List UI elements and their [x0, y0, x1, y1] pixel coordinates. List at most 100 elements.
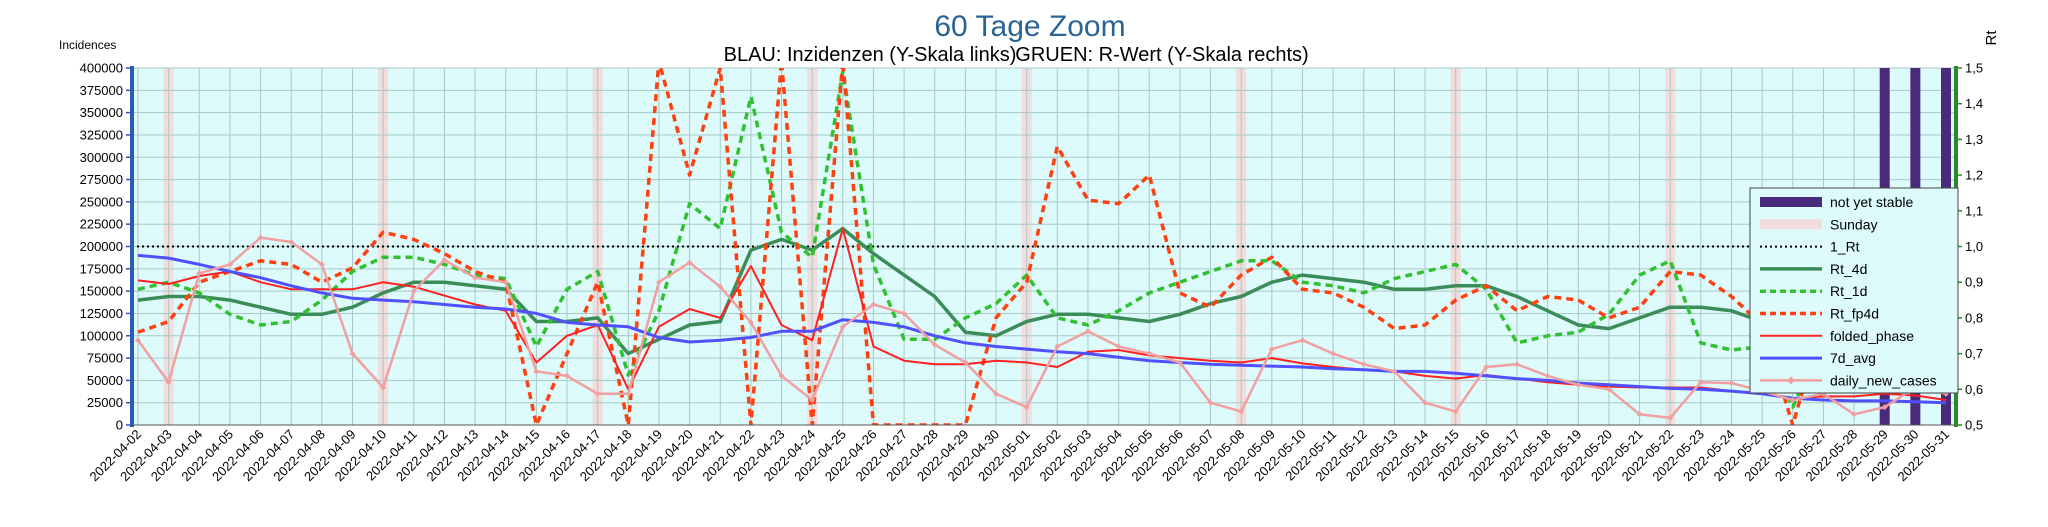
data-point-daily-new-cases: [1544, 372, 1551, 379]
y-tick-left-label: 125000: [80, 306, 123, 321]
data-point-daily-new-cases: [594, 390, 601, 397]
y-tick-left-label: 225000: [80, 217, 123, 232]
y-tick-left-label: 250000: [80, 194, 123, 209]
data-point-daily-new-cases: [318, 261, 325, 268]
legend-label: Rt_4d: [1830, 261, 1867, 277]
data-point-daily-new-cases: [1422, 399, 1429, 406]
legend-label: Rt_1d: [1830, 283, 1867, 299]
data-point-daily-new-cases: [135, 337, 141, 344]
y-tick-left-label: 275000: [80, 172, 123, 187]
y-tick-right-label: 1,5: [1965, 61, 1983, 76]
series-line-Rt-1d: [137, 69, 1948, 409]
chart-title: 60 Tage Zoom: [934, 10, 1125, 43]
data-point-daily-new-cases: [472, 274, 479, 281]
data-point-daily-new-cases: [1728, 380, 1735, 387]
data-point-daily-new-cases: [1146, 350, 1153, 357]
data-point-daily-new-cases: [686, 259, 693, 266]
plot-area: 0 25000 50000 75000 100000 125000 150000 175000…: [80, 61, 1983, 485]
data-point-daily-new-cases: [1330, 350, 1337, 357]
y-tick-right-label: 1,1: [1965, 203, 1983, 218]
data-point-daily-new-cases: [257, 234, 264, 241]
data-point-daily-new-cases: [655, 279, 662, 286]
y-tick-right-label: 0,7: [1965, 346, 1983, 361]
data-point-daily-new-cases: [1575, 381, 1582, 388]
data-point-daily-new-cases: [1238, 408, 1245, 415]
y-tick-right-label: 1,0: [1965, 239, 1983, 254]
y-tick-left-label: 175000: [80, 261, 123, 276]
data-point-daily-new-cases: [993, 390, 1000, 397]
data-point-daily-new-cases: [165, 379, 172, 386]
legend-label: folded_phase: [1830, 328, 1914, 344]
y-tick-left-label: 25000: [87, 395, 123, 410]
data-point-daily-new-cases: [809, 397, 816, 404]
series-line-daily-new-cases: [136, 236, 1947, 420]
legend: not yet stable Sunday 1_Rt Rt_4d Rt_1d Rt_fp4…: [1749, 187, 1959, 394]
y-tick-right-label: 0,6: [1965, 382, 1983, 397]
data-point-daily-new-cases: [839, 323, 846, 330]
series-line-Rt-fp4d: [137, 68, 1947, 425]
y-tick-left-label: 100000: [80, 328, 123, 343]
data-point-daily-new-cases: [1176, 359, 1183, 366]
data-point-daily-new-cases: [901, 310, 908, 317]
data-point-daily-new-cases: [1483, 363, 1490, 370]
data-point-daily-new-cases: [1115, 343, 1122, 350]
legend-label: 7d_avg: [1830, 350, 1876, 366]
data-point-daily-new-cases: [778, 372, 785, 379]
y-tick-left-label: 75000: [87, 351, 123, 366]
data-point-daily-new-cases: [1391, 368, 1398, 375]
data-point-daily-new-cases: [380, 384, 387, 391]
data-point-daily-new-cases: [1452, 408, 1459, 415]
data-point-daily-new-cases: [1513, 361, 1520, 368]
series-line-Rt-4d: [137, 226, 1947, 367]
legend-swatch: [1760, 219, 1822, 230]
data-point-daily-new-cases: [226, 261, 233, 268]
y-tick-left-label: 200000: [80, 239, 123, 254]
data-point-daily-new-cases: [533, 368, 540, 375]
data-point-daily-new-cases: [931, 341, 938, 348]
y-tick-right-label: 0,9: [1965, 275, 1983, 290]
series-line-7d-avg: [137, 253, 1947, 405]
data-point-daily-new-cases: [196, 270, 203, 277]
data-point-daily-new-cases: [1851, 411, 1858, 418]
data-point-daily-new-cases: [441, 256, 448, 263]
y-tick-right-label: 1,2: [1965, 168, 1983, 183]
data-point-daily-new-cases: [1667, 414, 1674, 421]
legend-marker: [1787, 376, 1795, 385]
data-point-daily-new-cases: [1697, 379, 1704, 386]
data-point-daily-new-cases: [1360, 361, 1367, 368]
data-point-daily-new-cases: [1023, 404, 1030, 411]
y-tick-left-label: 375000: [80, 83, 123, 98]
data-point-daily-new-cases: [502, 279, 509, 286]
data-point-daily-new-cases: [1054, 343, 1061, 350]
data-point-daily-new-cases: [1268, 346, 1275, 353]
y-tick-left-label: 400000: [80, 61, 123, 76]
legend-label: 1_Rt: [1830, 239, 1860, 255]
data-point-daily-new-cases: [1207, 399, 1214, 406]
y-tick-right-label: 0,5: [1965, 418, 1983, 433]
legend-swatch: [1760, 197, 1822, 207]
legend-label: Rt_fp4d: [1830, 306, 1879, 322]
data-point-daily-new-cases: [870, 301, 877, 308]
data-point-daily-new-cases: [962, 359, 969, 366]
legend-label: daily_new_cases: [1830, 372, 1937, 388]
data-point-daily-new-cases: [1299, 337, 1306, 344]
data-point-daily-new-cases: [564, 372, 571, 379]
y-tick-right-label: 1,4: [1965, 96, 1983, 111]
y-tick-left-label: 325000: [80, 127, 123, 142]
y-axis-left-label: Incidences: [59, 38, 116, 52]
data-point-daily-new-cases: [349, 350, 356, 357]
legend-label: Sunday: [1830, 216, 1877, 232]
y-tick-left-label: 150000: [80, 284, 123, 299]
data-point-daily-new-cases: [1605, 386, 1612, 393]
chart-subtitle-right: GRUEN: R-Wert (Y-Skala rechts): [1015, 44, 1308, 66]
data-point-daily-new-cases: [288, 239, 295, 246]
data-point-daily-new-cases: [1636, 411, 1643, 418]
y-axis-right-label: Rt: [1983, 30, 2000, 46]
y-tick-right-label: 1,3: [1965, 132, 1983, 147]
y-tick-left-label: 350000: [80, 105, 123, 120]
data-point-daily-new-cases: [625, 390, 632, 397]
y-tick-left-label: 50000: [87, 373, 123, 388]
data-point-daily-new-cases: [717, 283, 724, 290]
y-tick-left-label: 300000: [80, 150, 123, 165]
